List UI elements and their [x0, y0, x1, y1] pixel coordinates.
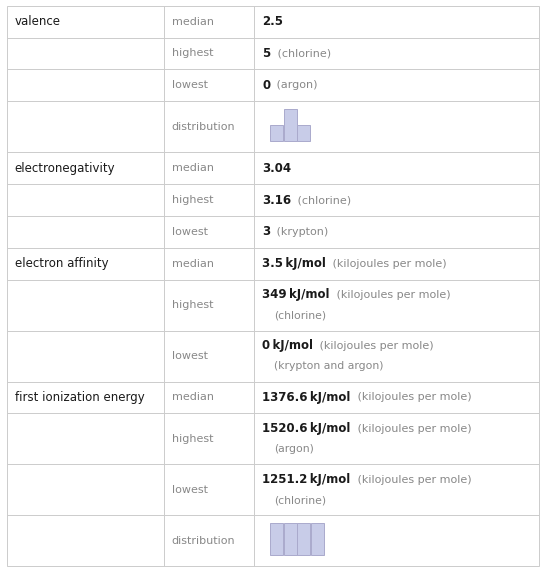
- Text: (chlorine): (chlorine): [274, 495, 327, 505]
- Text: median: median: [172, 392, 213, 403]
- Text: electron affinity: electron affinity: [15, 257, 108, 270]
- Text: (krypton): (krypton): [274, 227, 329, 237]
- Text: median: median: [172, 163, 213, 173]
- Text: 0 kJ/mol: 0 kJ/mol: [262, 339, 313, 352]
- Text: electronegativity: electronegativity: [15, 162, 115, 174]
- Text: 3.04: 3.04: [262, 162, 292, 174]
- Text: highest: highest: [172, 195, 213, 205]
- Text: 5: 5: [262, 47, 271, 60]
- Text: 3.5 kJ/mol: 3.5 kJ/mol: [262, 257, 326, 270]
- Bar: [298, 523, 310, 555]
- Text: (argon): (argon): [274, 444, 314, 454]
- Text: median: median: [172, 17, 213, 27]
- Text: median: median: [172, 259, 213, 269]
- Text: valence: valence: [15, 15, 61, 28]
- Text: first ionization energy: first ionization energy: [15, 391, 144, 404]
- Text: 1520.6 kJ/mol: 1520.6 kJ/mol: [262, 422, 351, 435]
- Text: (krypton and argon): (krypton and argon): [274, 362, 384, 371]
- Bar: [284, 109, 297, 141]
- Bar: [270, 523, 283, 555]
- Text: (kilojoules per mole): (kilojoules per mole): [354, 475, 471, 484]
- Text: (chlorine): (chlorine): [274, 310, 327, 320]
- Bar: [298, 125, 310, 141]
- Text: 3: 3: [262, 225, 270, 239]
- Bar: [311, 523, 324, 555]
- Text: lowest: lowest: [172, 485, 208, 495]
- Text: highest: highest: [172, 49, 213, 58]
- Text: 349 kJ/mol: 349 kJ/mol: [262, 288, 330, 301]
- Text: (argon): (argon): [274, 80, 318, 90]
- Text: (chlorine): (chlorine): [294, 195, 352, 205]
- Text: highest: highest: [172, 434, 213, 444]
- Text: distribution: distribution: [172, 536, 235, 546]
- Text: distribution: distribution: [172, 122, 235, 132]
- Text: (kilojoules per mole): (kilojoules per mole): [333, 290, 450, 300]
- Text: 0: 0: [262, 79, 270, 92]
- Text: (kilojoules per mole): (kilojoules per mole): [354, 424, 471, 434]
- Text: lowest: lowest: [172, 227, 208, 237]
- Bar: [284, 523, 297, 555]
- Text: (kilojoules per mole): (kilojoules per mole): [354, 392, 471, 403]
- Text: lowest: lowest: [172, 351, 208, 361]
- Text: highest: highest: [172, 300, 213, 310]
- Text: (kilojoules per mole): (kilojoules per mole): [329, 259, 447, 269]
- Text: lowest: lowest: [172, 80, 208, 90]
- Text: 1376.6 kJ/mol: 1376.6 kJ/mol: [262, 391, 351, 404]
- Text: 3.16: 3.16: [262, 193, 292, 206]
- Bar: [270, 125, 283, 141]
- Text: (kilojoules per mole): (kilojoules per mole): [316, 341, 434, 351]
- Text: 2.5: 2.5: [262, 15, 283, 28]
- Text: (chlorine): (chlorine): [274, 49, 331, 58]
- Text: 1251.2 kJ/mol: 1251.2 kJ/mol: [262, 473, 351, 486]
